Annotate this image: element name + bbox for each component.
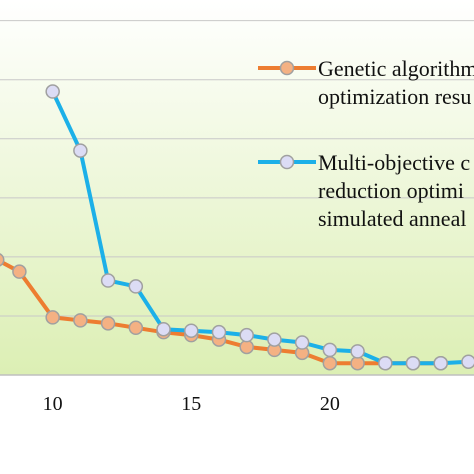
legend-label: Multi-objective c	[318, 150, 470, 175]
data-point	[128, 279, 144, 294]
data-point	[350, 355, 365, 371]
legend-label: simulated anneal	[318, 206, 466, 231]
data-point	[294, 335, 310, 350]
x-tick-label: 10	[43, 393, 63, 415]
data-point	[405, 355, 421, 371]
data-point	[433, 355, 448, 371]
x-tick-label: 20	[320, 393, 340, 415]
data-point	[378, 355, 393, 371]
data-point	[239, 339, 254, 355]
data-point	[73, 313, 88, 328]
data-point	[12, 264, 27, 279]
legend-entry: Genetic algorithm optimization resu	[258, 56, 474, 109]
data-point	[184, 323, 199, 338]
x-axis: 10 15 20	[0, 374, 474, 415]
data-point	[156, 321, 171, 337]
legend-label: Genetic algorithm	[318, 56, 474, 81]
legend-label: optimization resu	[318, 84, 471, 109]
data-point	[322, 342, 338, 358]
data-point	[461, 354, 474, 369]
data-point	[100, 316, 116, 331]
data-point	[322, 355, 338, 371]
data-point	[0, 253, 5, 267]
data-point	[128, 320, 144, 336]
plot-background	[0, 0, 474, 375]
data-point	[350, 344, 365, 359]
data-point	[45, 310, 60, 325]
legend-label: reduction optimi	[318, 178, 464, 203]
series-line	[50, 90, 469, 366]
data-point	[267, 332, 282, 347]
data-point	[239, 327, 254, 343]
series-2	[45, 84, 474, 371]
legend-swatch-marker	[279, 154, 295, 170]
series-1	[0, 253, 448, 371]
series-group	[0, 84, 474, 371]
data-point	[211, 324, 227, 340]
data-point	[100, 273, 116, 288]
legend: Genetic algorithm optimization resu Multi-…	[258, 56, 474, 231]
legend-swatch-marker	[279, 60, 295, 76]
data-point	[45, 84, 60, 99]
data-point	[73, 143, 88, 158]
legend-entry: Multi-objective c reduction optimi simulat…	[258, 150, 470, 231]
x-tick-label: 15	[181, 393, 201, 415]
